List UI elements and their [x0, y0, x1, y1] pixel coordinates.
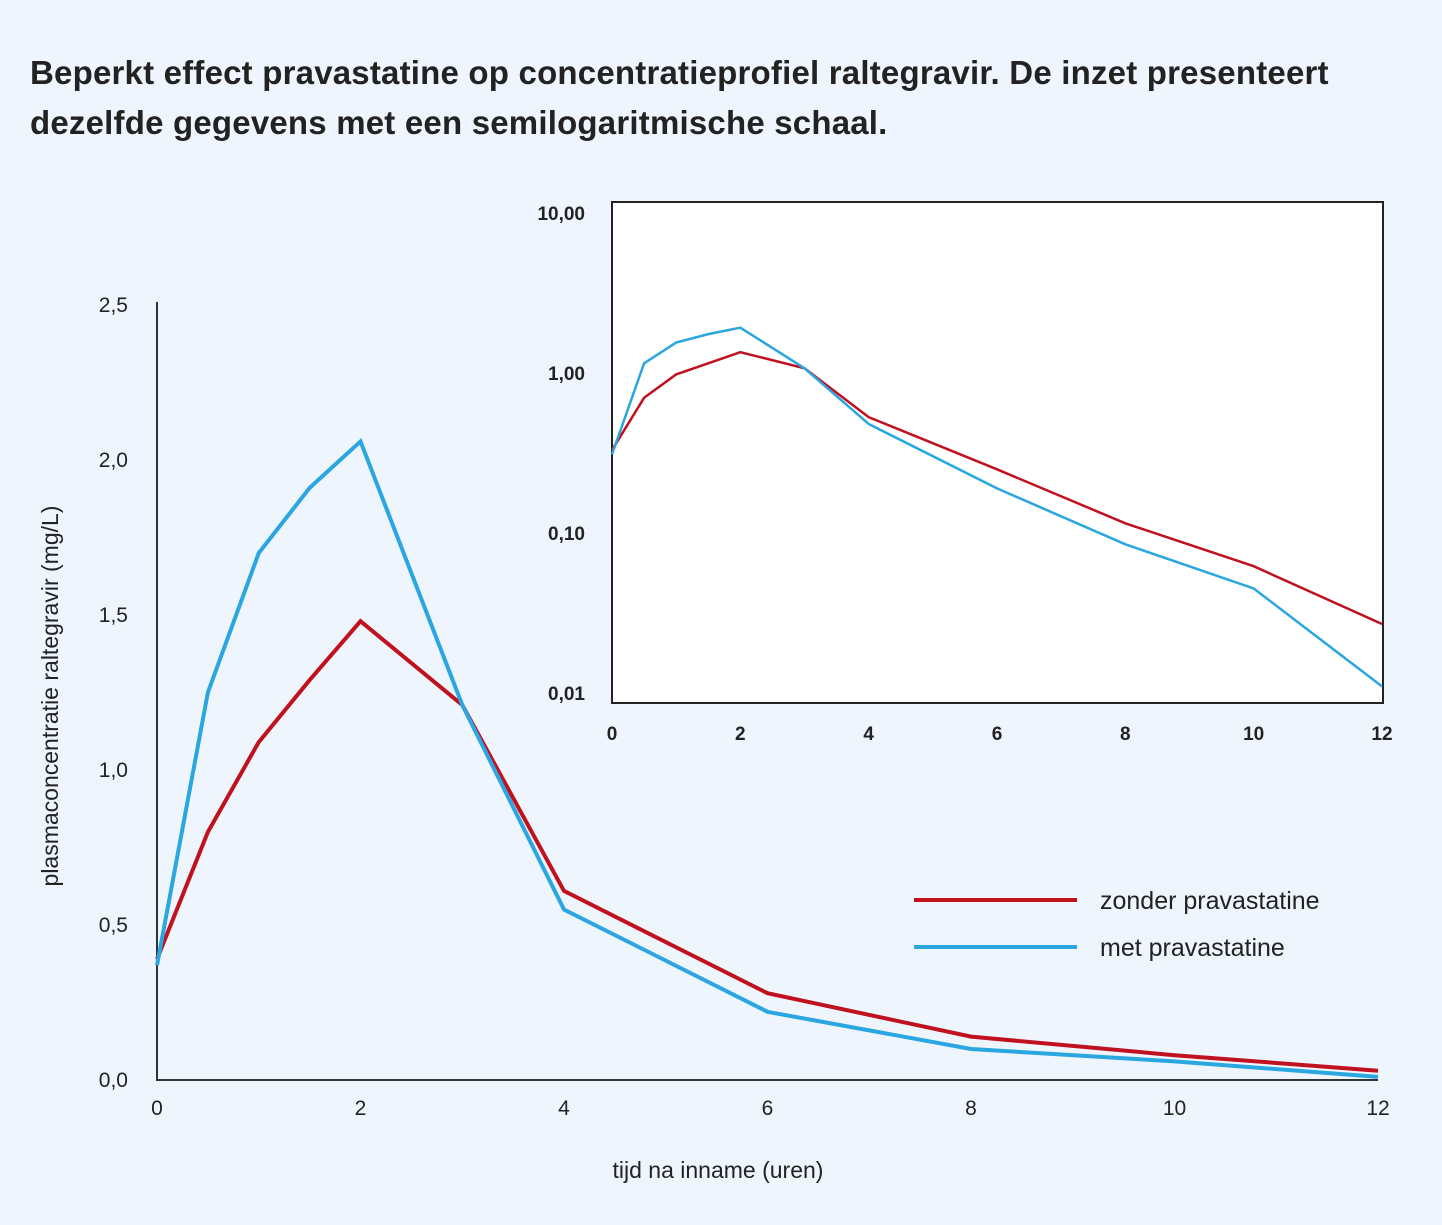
main-x-tick-label: 0 — [151, 1097, 163, 1120]
inset-x-tick-label: 12 — [1371, 724, 1392, 745]
inset-x-tick-label: 2 — [735, 724, 746, 745]
inset-x-tick-label: 6 — [992, 724, 1003, 745]
main-x-tick-label: 10 — [1163, 1097, 1186, 1120]
main-y-tick-label: 2,5 — [99, 294, 128, 317]
main-y-axis-label: plasmaconcentratie raltegravir (mg/L) — [37, 506, 63, 887]
inset-y-tick-label: 1,00 — [548, 364, 585, 385]
inset-frame — [611, 201, 1384, 704]
chart-title: Beperkt effect pravastatine op concentra… — [30, 54, 1329, 141]
inset-y-tick-label: 0,10 — [548, 524, 585, 545]
inset-x-tick-label: 8 — [1120, 724, 1131, 745]
main-chart: 0,0 0,5 1,0 1,5 2,0 2,5 0 2 4 6 8 10 12 tijd na inn… — [37, 294, 1390, 1183]
legend: zonder pravastatine met pravastatine — [914, 887, 1320, 962]
main-x-tick-label: 8 — [965, 1097, 977, 1120]
main-y-tick-label: 0,5 — [99, 914, 128, 937]
inset-y-tick-label: 0,01 — [548, 684, 585, 705]
inset-x-tick-label: 10 — [1243, 724, 1264, 745]
inset-chart: 0,01 0,10 1,00 10,00 0 2 4 6 8 10 12 — [537, 201, 1393, 745]
main-x-tick-label: 2 — [355, 1097, 367, 1120]
main-x-tick-label: 12 — [1366, 1097, 1389, 1120]
legend-label-met: met pravastatine — [1100, 934, 1285, 962]
legend-label-zonder: zonder pravastatine — [1100, 887, 1320, 915]
main-y-tick-label: 0,0 — [99, 1069, 128, 1092]
main-x-axis-label: tijd na inname (uren) — [613, 1157, 824, 1183]
main-y-tick-label: 1,0 — [99, 759, 128, 782]
inset-y-tick-label: 10,00 — [537, 204, 585, 225]
inset-x-tick-label: 0 — [607, 724, 618, 745]
inset-x-tick-label: 4 — [863, 724, 874, 745]
main-x-tick-label: 4 — [558, 1097, 570, 1120]
main-x-tick-label: 6 — [762, 1097, 774, 1120]
main-y-tick-label: 2,0 — [99, 449, 128, 472]
main-y-tick-label: 1,5 — [99, 604, 128, 627]
